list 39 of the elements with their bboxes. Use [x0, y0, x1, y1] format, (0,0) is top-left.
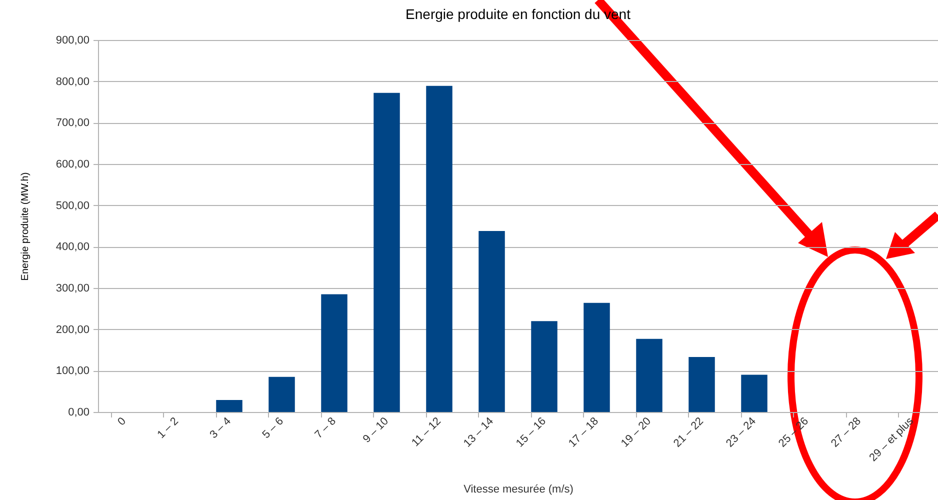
x-tick-label: 27 – 28: [829, 415, 864, 450]
y-tick-label: 500,00: [56, 200, 90, 212]
x-tick-label: 15 – 16: [514, 415, 548, 450]
x-tick-label: 9 – 10: [360, 415, 391, 446]
bar: [636, 338, 662, 412]
bar: [688, 357, 715, 412]
x-tick-label: 0: [116, 415, 128, 428]
y-tick-label: 800,00: [56, 76, 90, 88]
x-tick-label: 29 – et plus: [867, 414, 916, 464]
y-tick-label: 700,00: [56, 117, 90, 130]
bar: [741, 374, 768, 412]
x-tick-label: 23 – 24: [724, 415, 758, 450]
y-tick-label: 900,00: [56, 34, 90, 46]
x-tick-label: 3 – 4: [208, 415, 234, 442]
x-tick-label: 25 – 26: [776, 415, 811, 450]
x-tick-label: 11 – 12: [410, 415, 444, 450]
bar: [321, 294, 348, 412]
y-tick-label: 0,00: [68, 406, 90, 418]
x-tick-label: 5 – 6: [260, 415, 286, 442]
bar: [374, 92, 400, 412]
y-tick-label: 600,00: [56, 158, 90, 170]
x-tick-label: 7 – 8: [312, 415, 338, 442]
bar: [584, 302, 610, 412]
y-tick-label: 400,00: [56, 241, 90, 254]
x-axis-title: Vitesse mesurée (m/s): [464, 483, 574, 496]
bar: [478, 230, 505, 412]
x-tick-label: 1 – 2: [155, 415, 181, 442]
x-tick-label: 13 – 14: [462, 415, 496, 450]
x-tick-label: 17 – 18: [566, 415, 601, 450]
y-tick-label: 200,00: [56, 324, 90, 336]
bar: [216, 400, 242, 412]
y-axis-title: Energie produite (MW.h): [20, 172, 31, 281]
bar: [426, 86, 452, 412]
y-tick-label: 100,00: [56, 365, 90, 378]
bar: [268, 376, 295, 412]
bar: [531, 321, 558, 412]
x-tick-label: 21 – 22: [672, 415, 706, 450]
x-tick-label: 19 – 20: [619, 415, 654, 450]
y-tick-label: 300,00: [56, 282, 90, 294]
